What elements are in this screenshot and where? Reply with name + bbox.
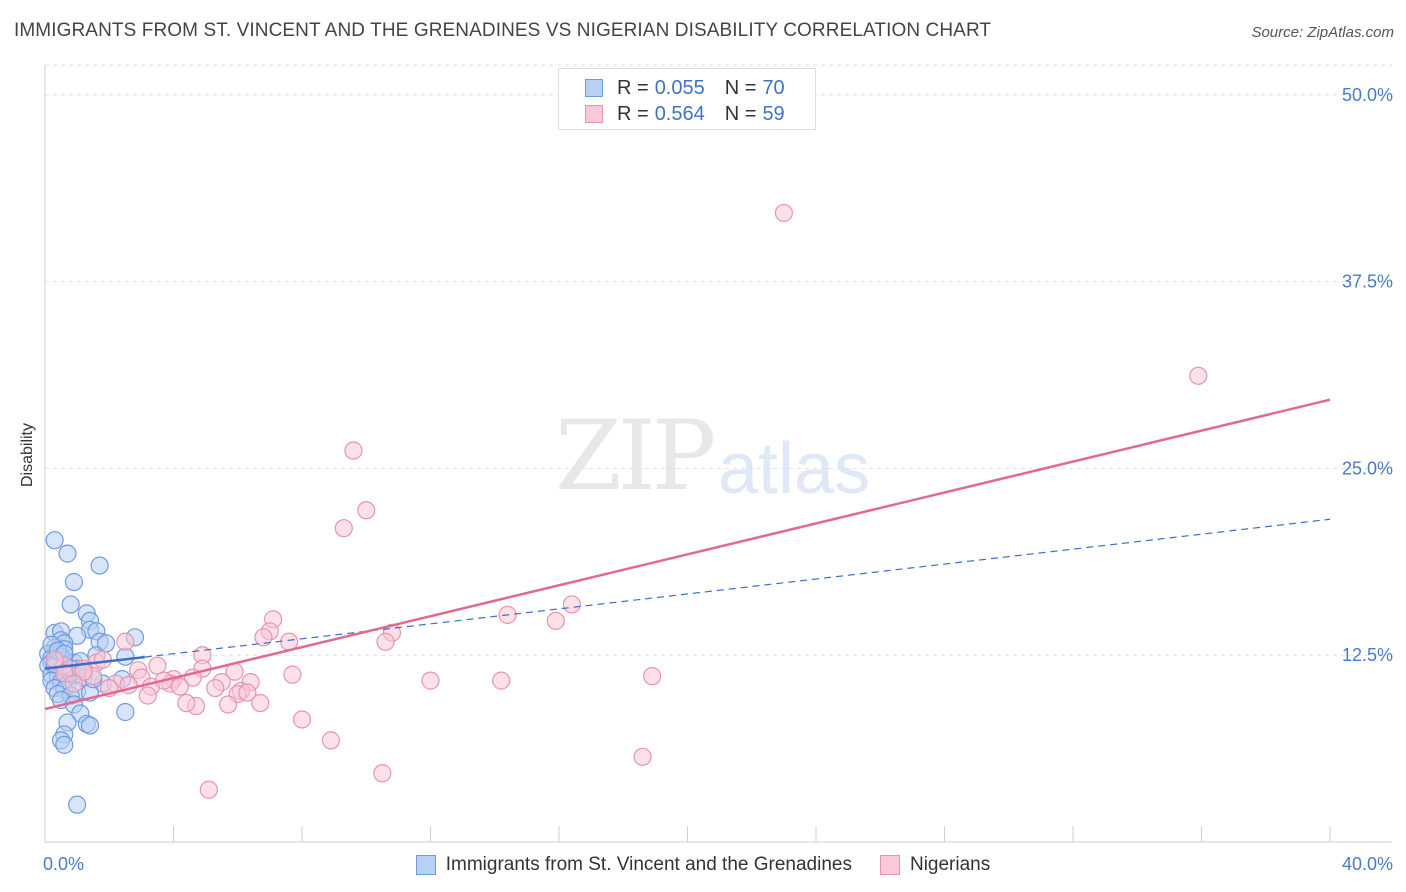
data-point xyxy=(376,632,395,651)
n-value: 70 xyxy=(762,76,785,99)
data-point xyxy=(334,519,353,538)
data-point xyxy=(774,203,793,223)
x-tick-label-min: 0.0% xyxy=(43,854,84,874)
stats-legend: R = 0.055 N = 70 R = 0.564 N = 59 xyxy=(558,68,816,130)
tick-labels: 12.5% 25.0% 37.5% 50.0% 0.0% 40.0% xyxy=(43,85,1393,874)
trend-line-immigrants-dashed xyxy=(144,518,1331,658)
data-point xyxy=(64,674,84,693)
n-label: N = xyxy=(724,76,757,99)
axes xyxy=(44,65,1392,843)
data-point xyxy=(199,780,218,799)
data-point xyxy=(170,677,190,696)
series-legend: Immigrants from St. Vincent and the Gren… xyxy=(0,852,1406,878)
watermark-zip: ZIP xyxy=(555,400,716,512)
series-nigerians-points xyxy=(45,203,1208,799)
r-value: 0.564 xyxy=(654,102,705,125)
data-point xyxy=(633,747,652,766)
blue-swatch-icon xyxy=(415,855,436,875)
blue-swatch-icon xyxy=(585,79,603,97)
r-label: R = xyxy=(617,102,649,125)
data-point xyxy=(238,683,257,702)
y-tick-label: 37.5% xyxy=(1342,272,1393,292)
source-credit: Source: ZipAtlas.com xyxy=(1251,24,1394,41)
legend-label-nigerians: Nigerians xyxy=(909,854,991,875)
data-point xyxy=(80,716,100,735)
pink-swatch-icon xyxy=(879,855,900,875)
grid-lines xyxy=(45,64,1392,656)
r-label: R = xyxy=(617,76,649,99)
y-tick-label: 50.0% xyxy=(1342,85,1393,105)
data-point xyxy=(1189,366,1208,385)
data-point xyxy=(90,556,109,575)
trend-lines xyxy=(44,398,1331,711)
watermark-atlas: atlas xyxy=(718,429,871,509)
data-point xyxy=(96,634,116,653)
data-point xyxy=(68,795,87,814)
data-point xyxy=(61,595,80,614)
data-point xyxy=(64,572,84,592)
data-point xyxy=(546,611,565,630)
data-point xyxy=(251,693,270,713)
data-point xyxy=(116,632,135,651)
data-point xyxy=(344,441,363,460)
data-point xyxy=(206,678,225,698)
pink-swatch-icon xyxy=(585,105,603,123)
stats-row-immigrants: R = 0.055 N = 70 xyxy=(585,75,785,101)
n-value: 59 xyxy=(762,102,785,125)
legend-item-nigerians[interactable]: Nigerians xyxy=(879,854,991,876)
data-point xyxy=(116,702,135,722)
data-point xyxy=(138,686,157,705)
legend-item-immigrants[interactable]: Immigrants from St. Vincent and the Gren… xyxy=(415,854,852,876)
data-point xyxy=(283,665,302,684)
data-point xyxy=(55,735,74,754)
data-point xyxy=(58,544,77,563)
y-tick-label: 25.0% xyxy=(1342,458,1393,478)
n-label: N = xyxy=(724,102,757,125)
data-point xyxy=(643,667,662,686)
r-value: 0.055 xyxy=(654,76,705,99)
data-point xyxy=(177,693,196,713)
data-point xyxy=(492,671,511,690)
x-tick-label-max: 40.0% xyxy=(1342,854,1393,874)
legend-label-immigrants: Immigrants from St. Vincent and the Gren… xyxy=(445,854,852,875)
data-point xyxy=(45,531,64,550)
y-tick-label: 12.5% xyxy=(1342,645,1393,665)
stats-row-nigerians: R = 0.564 N = 59 xyxy=(585,101,785,127)
data-point xyxy=(373,764,392,783)
data-point xyxy=(357,501,376,520)
data-point xyxy=(321,731,341,750)
data-point xyxy=(562,595,581,614)
data-point xyxy=(93,650,112,669)
data-point xyxy=(421,671,440,690)
chart-title: IMMIGRANTS FROM ST. VINCENT AND THE GREN… xyxy=(14,20,992,41)
trend-line-immigrants-solid xyxy=(44,655,145,670)
trend-line-nigerians xyxy=(44,398,1331,711)
data-point xyxy=(219,695,238,714)
data-point xyxy=(254,628,273,647)
data-point xyxy=(292,710,312,729)
